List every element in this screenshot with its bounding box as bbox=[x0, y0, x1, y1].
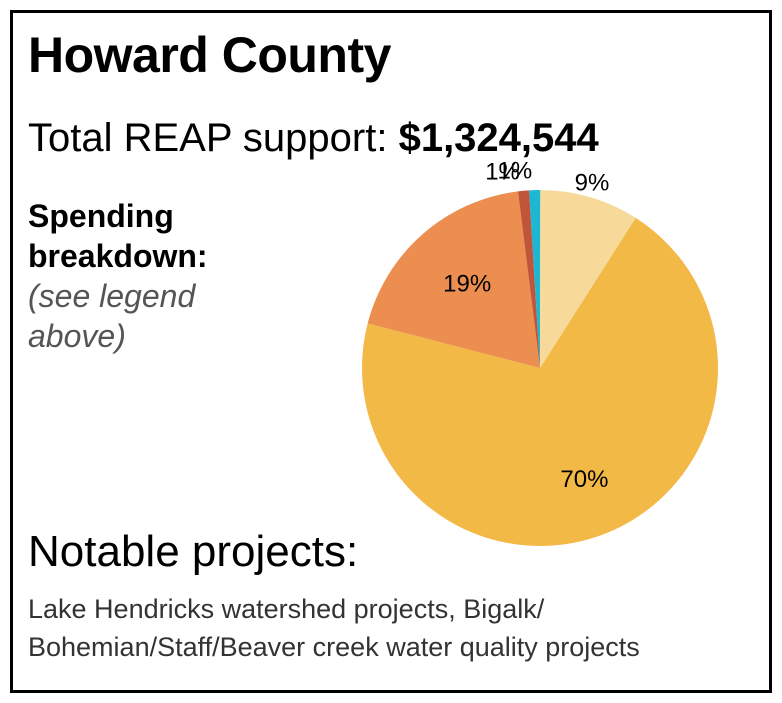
county-title: Howard County bbox=[28, 27, 391, 83]
pie-slice bbox=[540, 190, 636, 368]
pie-slice-label: 1% bbox=[485, 158, 520, 185]
notable-projects-heading: Notable projects: bbox=[28, 527, 359, 576]
pie-slice bbox=[529, 189, 541, 368]
pie-slice-label: 70% bbox=[560, 466, 608, 493]
total-support-amount: $1,324,544 bbox=[398, 116, 599, 160]
spending-breakdown-heading: Spending breakdown: bbox=[28, 198, 208, 274]
total-support: Total REAP support: $1,324,544 bbox=[28, 118, 599, 158]
pie-slice bbox=[361, 217, 718, 547]
notable-projects-description: Lake Hendricks watershed projects, Bigal… bbox=[28, 594, 640, 662]
pie-slice-label: 9% bbox=[575, 170, 610, 197]
pie-slice-label: 1% bbox=[498, 158, 533, 185]
pie-slice bbox=[367, 191, 540, 368]
spending-breakdown-note: (see legend above) bbox=[28, 278, 196, 354]
spending-breakdown: Spending breakdown: (see legend above) bbox=[28, 196, 268, 356]
pie-slice-label: 19% bbox=[443, 270, 491, 297]
total-support-label: Total REAP support: bbox=[28, 116, 388, 160]
pie-slice bbox=[518, 190, 540, 368]
